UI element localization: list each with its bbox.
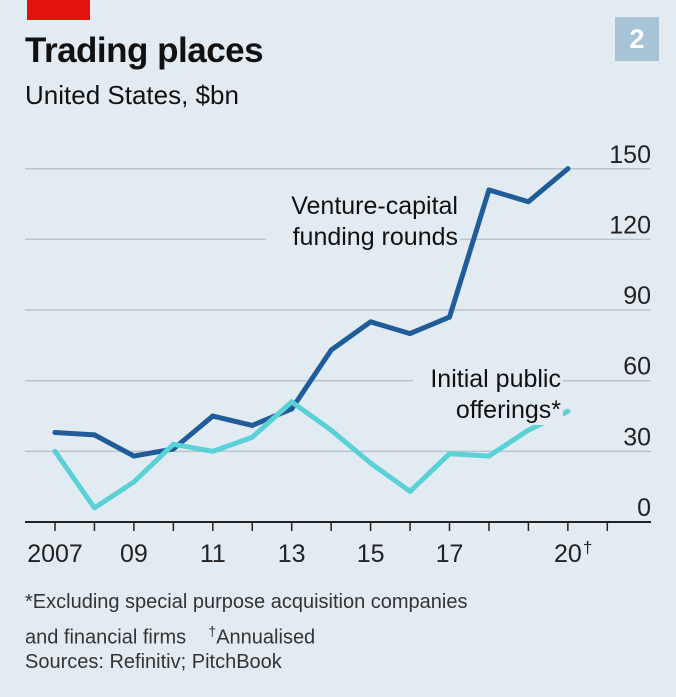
footnotes: *Excluding special purpose acquisition c… <box>25 588 467 653</box>
footnote-line-1: *Excluding special purpose acquisition c… <box>25 591 468 613</box>
data-point-ipo-2008 <box>91 505 97 511</box>
data-point-venture-2019 <box>525 199 531 205</box>
data-point-ipo-2016 <box>407 488 413 494</box>
source-note: Sources: Refinitiv; PitchBook <box>25 651 282 673</box>
data-point-ipo-2012 <box>249 434 255 440</box>
data-point-venture-2013 <box>289 406 295 412</box>
y-tick-label-120: 120 <box>609 211 651 239</box>
data-point-venture-2011 <box>210 413 216 419</box>
line-chart: 0 30 60 90 120 150 2007 09 11 13 15 17 20 † Venture-… <box>25 141 651 568</box>
data-point-ipo-2010 <box>170 441 176 447</box>
dagger-symbol: † <box>208 623 217 639</box>
data-point-ipo-2017 <box>447 451 452 457</box>
data-point-ipo-2019 <box>525 427 531 433</box>
series-label-ipo-line-2: offerings* <box>456 396 561 424</box>
series-lines <box>52 166 571 511</box>
data-point-venture-2016 <box>407 331 413 337</box>
series-label-ipo-line-1: Initial public <box>430 365 561 393</box>
data-point-venture-2015 <box>368 319 374 325</box>
series-label-venture-line-2: funding rounds <box>293 223 458 251</box>
x-tick-label-2013: 13 <box>278 540 306 568</box>
footnote-line-2: and financial firms †Annualised <box>25 617 467 653</box>
y-tick-label-30: 30 <box>623 423 651 451</box>
y-tick-label-90: 90 <box>623 282 651 310</box>
x-axis: 2007 09 11 13 15 17 20 † <box>25 521 651 568</box>
data-point-venture-2017 <box>447 314 452 320</box>
x-tick-label-2020: 20 <box>554 540 582 568</box>
data-point-venture-2012 <box>249 422 255 428</box>
x-tick-label-2017: 17 <box>436 540 464 568</box>
data-point-venture-2020 <box>565 166 571 172</box>
data-point-ipo-2018 <box>486 453 492 459</box>
data-point-venture-2014 <box>328 347 334 353</box>
x-tick-dagger: † <box>583 538 592 557</box>
series-label-venture-line-1: Venture-capital <box>291 192 458 220</box>
footnote-annualised: Annualised <box>216 626 316 649</box>
data-point-ipo-2011 <box>210 448 216 454</box>
y-tick-label-0: 0 <box>637 494 651 522</box>
data-point-ipo-2013 <box>289 399 295 405</box>
chart-title: Trading places <box>25 31 264 70</box>
y-tick-label-150: 150 <box>609 141 651 169</box>
x-tick-label-2011: 11 <box>200 540 226 568</box>
y-tick-label-60: 60 <box>623 353 651 381</box>
data-point-venture-2008 <box>91 432 97 438</box>
x-tick-label-2007: 2007 <box>27 540 83 568</box>
data-point-venture-2009 <box>131 453 137 459</box>
data-point-ipo-2014 <box>328 427 334 433</box>
data-point-venture-2018 <box>486 187 492 193</box>
data-point-ipo-2015 <box>368 460 374 466</box>
chart-number-badge: 2 <box>615 17 659 61</box>
footnote-financial-firms: and financial firms <box>25 626 187 649</box>
y-axis-ticks: 0 30 60 90 120 150 <box>609 141 651 522</box>
x-tick-label-2009: 09 <box>120 540 148 568</box>
series-line-ipo <box>52 399 571 511</box>
series-label-bg-venture <box>266 190 460 252</box>
x-tick-label-2015: 15 <box>357 540 385 568</box>
data-point-ipo-2020 <box>565 408 571 414</box>
data-point-venture-2007 <box>52 430 58 436</box>
brand-red-tag <box>27 0 90 20</box>
chart-subtitle: United States, $bn <box>25 80 239 110</box>
series-labels: Venture-capital funding rounds Initial pub… <box>266 190 563 425</box>
series-line-venture <box>52 166 571 459</box>
series-label-bg-ipo <box>413 363 563 425</box>
data-point-ipo-2009 <box>131 479 137 485</box>
data-point-ipo-2007 <box>52 448 58 454</box>
